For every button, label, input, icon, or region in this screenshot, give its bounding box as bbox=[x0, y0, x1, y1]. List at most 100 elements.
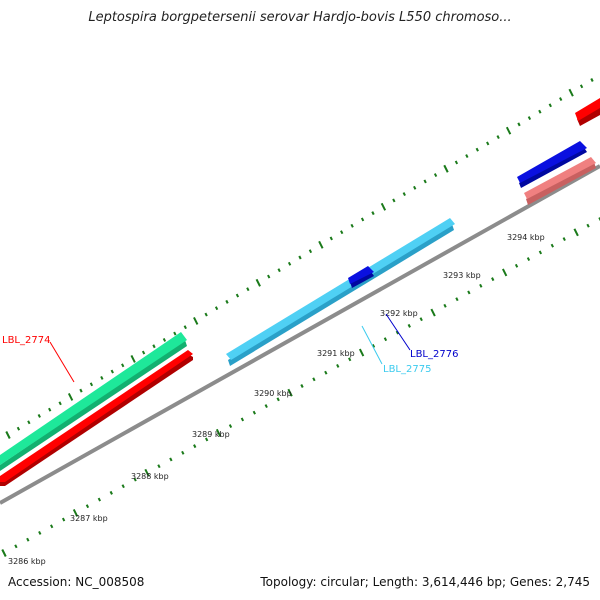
outer-tick bbox=[152, 344, 156, 349]
inner-tick bbox=[169, 457, 173, 462]
outer-tick bbox=[79, 388, 83, 393]
outer-tick bbox=[360, 217, 365, 222]
inner-tick bbox=[193, 444, 197, 449]
gene-red-lower[interactable] bbox=[0, 350, 193, 486]
gene-pink-right[interactable] bbox=[524, 157, 596, 205]
scale-tick-labels: 3286 kbp 3287 kbp 3288 kbp 3289 kbp 3290 kbp… bbox=[8, 233, 545, 566]
gene-blue-lbl-2776[interactable] bbox=[348, 266, 374, 288]
outer-tick bbox=[350, 223, 354, 228]
genome-stats-text: Topology: circular; Length: 3,614,446 bp… bbox=[260, 575, 590, 589]
outer-tick bbox=[235, 293, 240, 298]
outer-tick bbox=[454, 160, 459, 165]
outer-tick bbox=[48, 407, 52, 412]
outer-ruler-ticks bbox=[5, 78, 594, 439]
inner-tick bbox=[181, 450, 185, 455]
outer-tick bbox=[329, 236, 333, 241]
inner-tick bbox=[85, 504, 90, 509]
inner-tick bbox=[550, 243, 554, 248]
inner-tick bbox=[287, 388, 293, 397]
gene-red-topright[interactable] bbox=[575, 98, 600, 126]
outer-tick bbox=[89, 382, 94, 387]
inner-tick bbox=[157, 464, 161, 469]
outer-tick bbox=[517, 122, 521, 127]
inner-tick bbox=[38, 531, 42, 535]
outer-tick bbox=[318, 240, 324, 249]
inner-tick bbox=[336, 364, 340, 368]
outer-tick bbox=[380, 202, 387, 211]
inner-tick bbox=[562, 237, 566, 241]
outer-tick bbox=[141, 350, 146, 355]
inner-tick bbox=[501, 268, 508, 277]
inner-tick bbox=[491, 277, 495, 282]
inner-tick bbox=[371, 343, 376, 348]
accession-text: Accession: NC_008508 bbox=[8, 575, 145, 589]
outer-tick bbox=[214, 306, 219, 311]
inner-tick bbox=[109, 490, 113, 495]
outer-tick bbox=[130, 354, 136, 363]
outer-tick bbox=[465, 154, 469, 159]
outer-tick bbox=[568, 88, 574, 97]
outer-tick bbox=[392, 198, 396, 203]
inner-tick bbox=[1, 549, 7, 557]
inner-tick bbox=[252, 410, 256, 415]
outer-tick bbox=[402, 192, 406, 197]
outer-tick bbox=[590, 78, 594, 82]
inner-tick bbox=[240, 417, 245, 422]
inner-tick bbox=[348, 357, 352, 362]
leader-lbl-2774 bbox=[49, 341, 75, 383]
inner-tick bbox=[479, 283, 483, 288]
gene-cyan-lbl-2775[interactable] bbox=[226, 218, 455, 366]
outer-tick bbox=[37, 414, 41, 418]
outer-tick bbox=[433, 173, 438, 178]
outer-tick bbox=[579, 84, 584, 89]
inner-tick bbox=[526, 257, 531, 262]
inner-tick bbox=[228, 424, 233, 429]
inner-tick bbox=[276, 397, 280, 402]
outer-tick bbox=[413, 185, 417, 190]
outer-tick bbox=[204, 312, 208, 317]
gene-green-lbl-2774[interactable] bbox=[0, 332, 187, 471]
scale-tick-label: 3291 kbp bbox=[317, 349, 355, 358]
inner-tick bbox=[50, 524, 54, 529]
outer-tick bbox=[277, 268, 281, 273]
outer-tick bbox=[162, 337, 167, 342]
outer-tick bbox=[443, 164, 449, 173]
chromosome-backbone bbox=[0, 164, 600, 505]
outer-tick bbox=[67, 393, 74, 401]
inner-tick bbox=[300, 384, 304, 388]
map-title: Leptospira borgpetersenii serovar Hardjo… bbox=[88, 10, 512, 25]
inner-tick bbox=[538, 250, 543, 255]
inner-tick bbox=[407, 323, 411, 328]
gene-label: LBL_2774 bbox=[2, 335, 50, 346]
leader-lbl-2776 bbox=[385, 313, 411, 351]
outer-tick bbox=[423, 179, 427, 184]
inner-tick bbox=[395, 330, 400, 335]
inner-tick bbox=[72, 508, 79, 517]
inner-tick bbox=[443, 303, 447, 308]
inner-tick bbox=[204, 437, 209, 442]
outer-tick bbox=[183, 325, 187, 330]
outer-tick bbox=[193, 316, 199, 325]
gene-blue-right[interactable] bbox=[517, 141, 587, 188]
inner-tick bbox=[358, 348, 365, 357]
scale-tick-label: 3287 kbp bbox=[70, 514, 108, 523]
outer-tick bbox=[16, 426, 21, 431]
outer-tick bbox=[308, 249, 313, 254]
leader-lbl-2775 bbox=[361, 325, 383, 365]
outer-tick bbox=[527, 116, 532, 120]
outer-tick bbox=[110, 369, 114, 374]
inner-scale-ticks bbox=[1, 217, 600, 557]
outer-tick bbox=[475, 147, 479, 152]
outer-tick bbox=[548, 103, 552, 108]
inner-tick bbox=[61, 517, 66, 522]
inner-tick bbox=[419, 317, 423, 322]
inner-tick bbox=[121, 484, 125, 489]
outer-tick bbox=[486, 141, 490, 146]
inner-tick bbox=[144, 468, 150, 477]
inner-tick bbox=[133, 477, 137, 482]
outer-tick bbox=[58, 401, 62, 406]
scale-tick-label: 3289 kbp bbox=[192, 430, 230, 439]
scale-tick-label: 3294 kbp bbox=[507, 233, 545, 242]
outer-tick bbox=[340, 230, 344, 235]
gene-label: LBL_2775 bbox=[383, 364, 431, 375]
